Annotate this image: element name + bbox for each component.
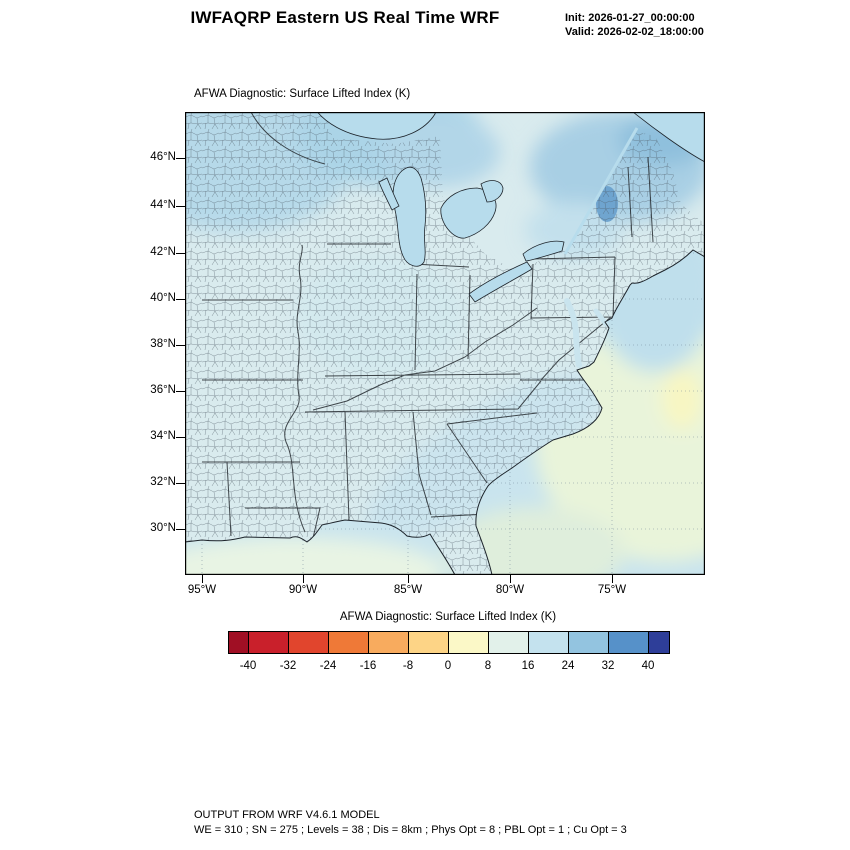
- lake-superior: [316, 112, 436, 140]
- lat-tick-mark: [176, 158, 185, 159]
- lon-tick-label: 95°W: [187, 584, 217, 596]
- colorbar-box: [229, 632, 249, 653]
- init-time-label: Init: 2026-01-27_00:00:00: [565, 12, 695, 24]
- lake-michigan: [392, 166, 427, 267]
- colorbar-tick-label: 40: [641, 660, 655, 672]
- footer-config-line: WE = 310 ; SN = 275 ; Levels = 38 ; Dis …: [194, 823, 627, 836]
- colorbar-box: [609, 632, 649, 653]
- lon-tick-mark: [303, 575, 304, 583]
- footer-block: OUTPUT FROM WRF V4.6.1 MODEL WE = 310 ; …: [194, 808, 627, 837]
- lat-tick-label: 32°N: [150, 476, 176, 488]
- lat-tick-label: 30°N: [150, 522, 176, 534]
- colorbar-box: [369, 632, 409, 653]
- wrf-map-svg: [185, 112, 705, 575]
- georgian-bay: [480, 180, 504, 203]
- map-frame: [185, 112, 705, 575]
- lon-tick-label: 80°W: [495, 584, 525, 596]
- great-lakes: [316, 112, 705, 303]
- lon-tick-label: 90°W: [288, 584, 318, 596]
- colorbar-box: [289, 632, 329, 653]
- page-title: IWFAQRP Eastern US Real Time WRF: [190, 8, 500, 27]
- green-bay: [378, 177, 400, 211]
- colorbar-tick-label: -40: [239, 660, 257, 672]
- lat-tick-mark: [176, 206, 185, 207]
- lat-tick-label: 34°N: [150, 430, 176, 442]
- colorbar-title: AFWA Diagnostic: Surface Lifted Index (K…: [339, 611, 557, 623]
- lat-tick-label: 44°N: [150, 199, 176, 211]
- lat-tick-mark: [176, 437, 185, 438]
- colorbar-tick-label: 32: [601, 660, 615, 672]
- colorbar-box: [569, 632, 609, 653]
- lat-tick-mark: [176, 391, 185, 392]
- colorbar-box: [449, 632, 489, 653]
- chesapeake-bay: [564, 298, 582, 368]
- st-lawrence-river: [563, 127, 639, 255]
- lat-tick-mark: [176, 483, 185, 484]
- lat-tick-label: 42°N: [150, 246, 176, 258]
- lon-tick-mark: [612, 575, 613, 583]
- lon-tick-mark: [408, 575, 409, 583]
- map-subtitle: AFWA Diagnostic: Surface Lifted Index (K…: [194, 88, 411, 100]
- lat-tick-mark: [176, 253, 185, 254]
- colorbar: [228, 631, 670, 654]
- colorbar-box: [249, 632, 289, 653]
- lat-tick-label: 40°N: [150, 292, 176, 304]
- footer-model-line: OUTPUT FROM WRF V4.6.1 MODEL: [194, 809, 380, 821]
- colorbar-tick-label: -24: [319, 660, 337, 672]
- colorbar-tick-label: -16: [359, 660, 377, 672]
- lon-tick-label: 85°W: [393, 584, 423, 596]
- colorbar-box: [409, 632, 449, 653]
- valid-time-label: Valid: 2026-02-02_18:00:00: [565, 26, 704, 38]
- lon-tick-mark: [202, 575, 203, 583]
- colorbar-box: [529, 632, 569, 653]
- colorbar-tick-label: 16: [521, 660, 535, 672]
- lat-tick-mark: [176, 299, 185, 300]
- lake-huron: [440, 187, 497, 239]
- lon-tick-label: 75°W: [597, 584, 627, 596]
- lat-tick-label: 38°N: [150, 338, 176, 350]
- lat-tick-label: 46°N: [150, 151, 176, 163]
- coastline: [185, 249, 705, 575]
- colorbar-tick-label: -32: [279, 660, 297, 672]
- colorbar-box: [489, 632, 529, 653]
- colorbar-tick-label: 0: [444, 660, 452, 672]
- colorbar-box: [329, 632, 369, 653]
- map-panel: [185, 112, 705, 575]
- lat-tick-mark: [176, 529, 185, 530]
- colorbar-tick-label: 8: [484, 660, 492, 672]
- lat-tick-mark: [176, 345, 185, 346]
- lake-ontario: [522, 240, 565, 262]
- lake-erie: [468, 261, 533, 303]
- colorbar-tick-label: 24: [561, 660, 575, 672]
- lat-tick-label: 36°N: [150, 384, 176, 396]
- colorbar-box: [649, 632, 669, 653]
- colorbar-tick-label: -8: [402, 660, 414, 672]
- lon-tick-mark: [510, 575, 511, 583]
- run-time-block: Init: 2026-01-27_00:00:00 Valid: 2026-02…: [565, 11, 704, 39]
